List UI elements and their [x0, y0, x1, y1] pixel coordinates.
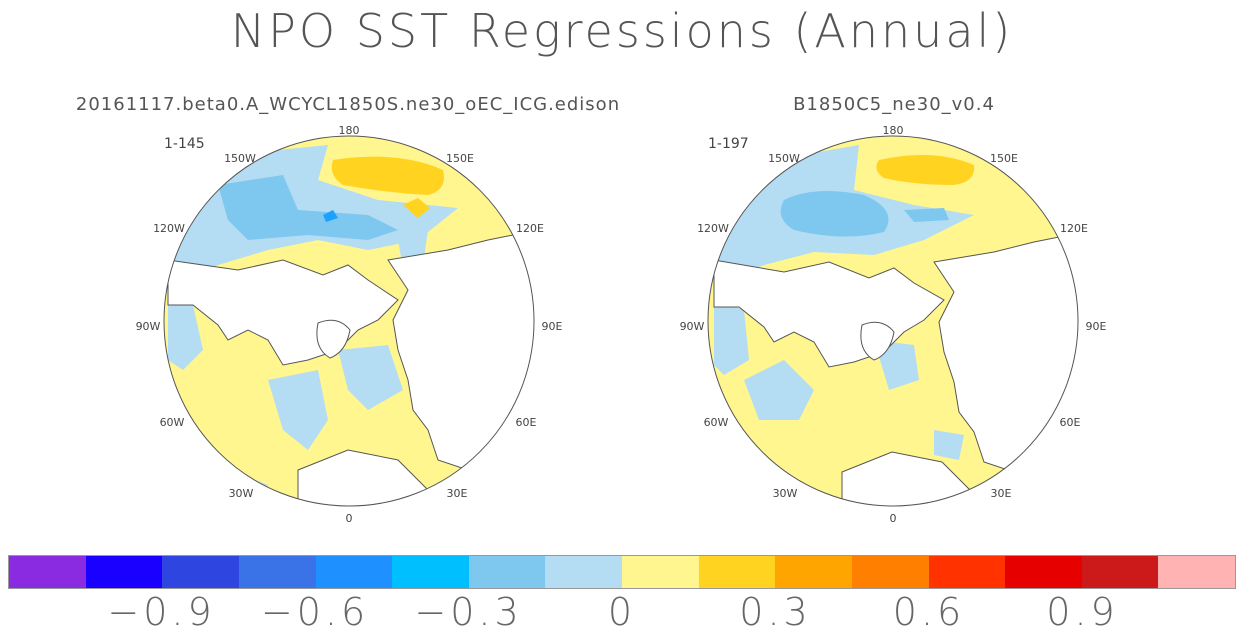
svg-text:150W: 150W [768, 152, 800, 165]
greenland-land [316, 319, 351, 359]
left-years-label: 1-145 [164, 136, 205, 152]
colorbar-tick-label: −0.3 [414, 590, 523, 634]
colorbar-tick-label: −0.9 [107, 590, 216, 634]
colorbar-tick-label: 0 [607, 590, 637, 634]
svg-text:120W: 120W [153, 222, 185, 235]
right-panel-title: B1850C5_ne30_v0.4 [793, 94, 995, 115]
colorbar [8, 555, 1236, 589]
svg-text:180: 180 [883, 124, 904, 137]
colorbar-cell [238, 556, 316, 588]
colorbar-cell [468, 556, 546, 588]
colorbar-tick-label: 0.9 [1046, 590, 1119, 634]
colorbar-cell [851, 556, 929, 588]
colorbar-cell [928, 556, 1006, 588]
colorbar-tick-label: 0.6 [892, 590, 966, 634]
colorbar-cell [698, 556, 776, 588]
colorbar-cell [1158, 556, 1235, 588]
left-polar-map: 180 150W 150E 120W 120E 90W 90E 60W 60E … [136, 124, 563, 525]
bering-positive [876, 155, 975, 185]
svg-text:120W: 120W [697, 222, 729, 235]
colorbar-cell [622, 556, 699, 588]
svg-text:30W: 30W [773, 487, 798, 500]
svg-text:150W: 150W [224, 152, 256, 165]
svg-text:180: 180 [339, 124, 360, 137]
right-polar-map: 180 150W 150E 120W 120E 90W 90E 60W 60E … [680, 124, 1107, 525]
colorbar-cell [1005, 556, 1082, 588]
north-pacific-strong-negative [218, 175, 398, 240]
colorbar-tick-label: −0.6 [260, 590, 370, 634]
svg-text:30E: 30E [447, 487, 468, 500]
colorbar-labels: −0.9 −0.6 −0.3 0 0.3 0.6 0.9 [0, 590, 1244, 634]
map-boundary [163, 135, 535, 507]
north-pacific-strong-negative [780, 191, 889, 237]
svg-text:0: 0 [890, 512, 897, 525]
svg-text:60W: 60W [704, 416, 729, 429]
colorbar-cell [775, 556, 852, 588]
bering-positive [331, 156, 444, 195]
colorbar-cell [162, 556, 239, 588]
colorbar-cell [545, 556, 622, 588]
colorbar-cell [315, 556, 393, 588]
figure-title: NPO SST Regressions (Annual) [230, 4, 1014, 58]
right-years-label: 1-197 [708, 136, 749, 152]
svg-text:150E: 150E [446, 152, 474, 165]
svg-text:60E: 60E [516, 416, 537, 429]
colorbar-cell [392, 556, 469, 588]
svg-text:120E: 120E [1060, 222, 1088, 235]
colorbar-cell [85, 556, 163, 588]
left-map-panel: 20161117.beta0.A_WCYCL1850S.ne30_oEC_ICG… [68, 90, 628, 530]
colorbar-cell [1081, 556, 1159, 588]
svg-text:150E: 150E [990, 152, 1018, 165]
left-panel-title: 20161117.beta0.A_WCYCL1850S.ne30_oEC_ICG… [75, 94, 621, 115]
svg-text:90E: 90E [542, 320, 563, 333]
svg-text:60E: 60E [1060, 416, 1081, 429]
svg-text:120E: 120E [516, 222, 544, 235]
svg-text:90W: 90W [136, 320, 161, 333]
greenland-land [860, 321, 895, 361]
svg-text:90E: 90E [1086, 320, 1107, 333]
map-boundary [707, 135, 1079, 507]
right-map-panel: B1850C5_ne30_v0.4 1-197 180 150W 150E 12… [614, 90, 1174, 530]
svg-text:0: 0 [346, 512, 353, 525]
svg-text:30E: 30E [991, 487, 1012, 500]
svg-text:90W: 90W [680, 320, 705, 333]
svg-text:30W: 30W [229, 487, 254, 500]
colorbar-cell [9, 556, 86, 588]
colorbar-tick-label: 0.3 [739, 590, 812, 634]
svg-text:60W: 60W [160, 416, 185, 429]
pacific-core-negative [323, 210, 338, 222]
